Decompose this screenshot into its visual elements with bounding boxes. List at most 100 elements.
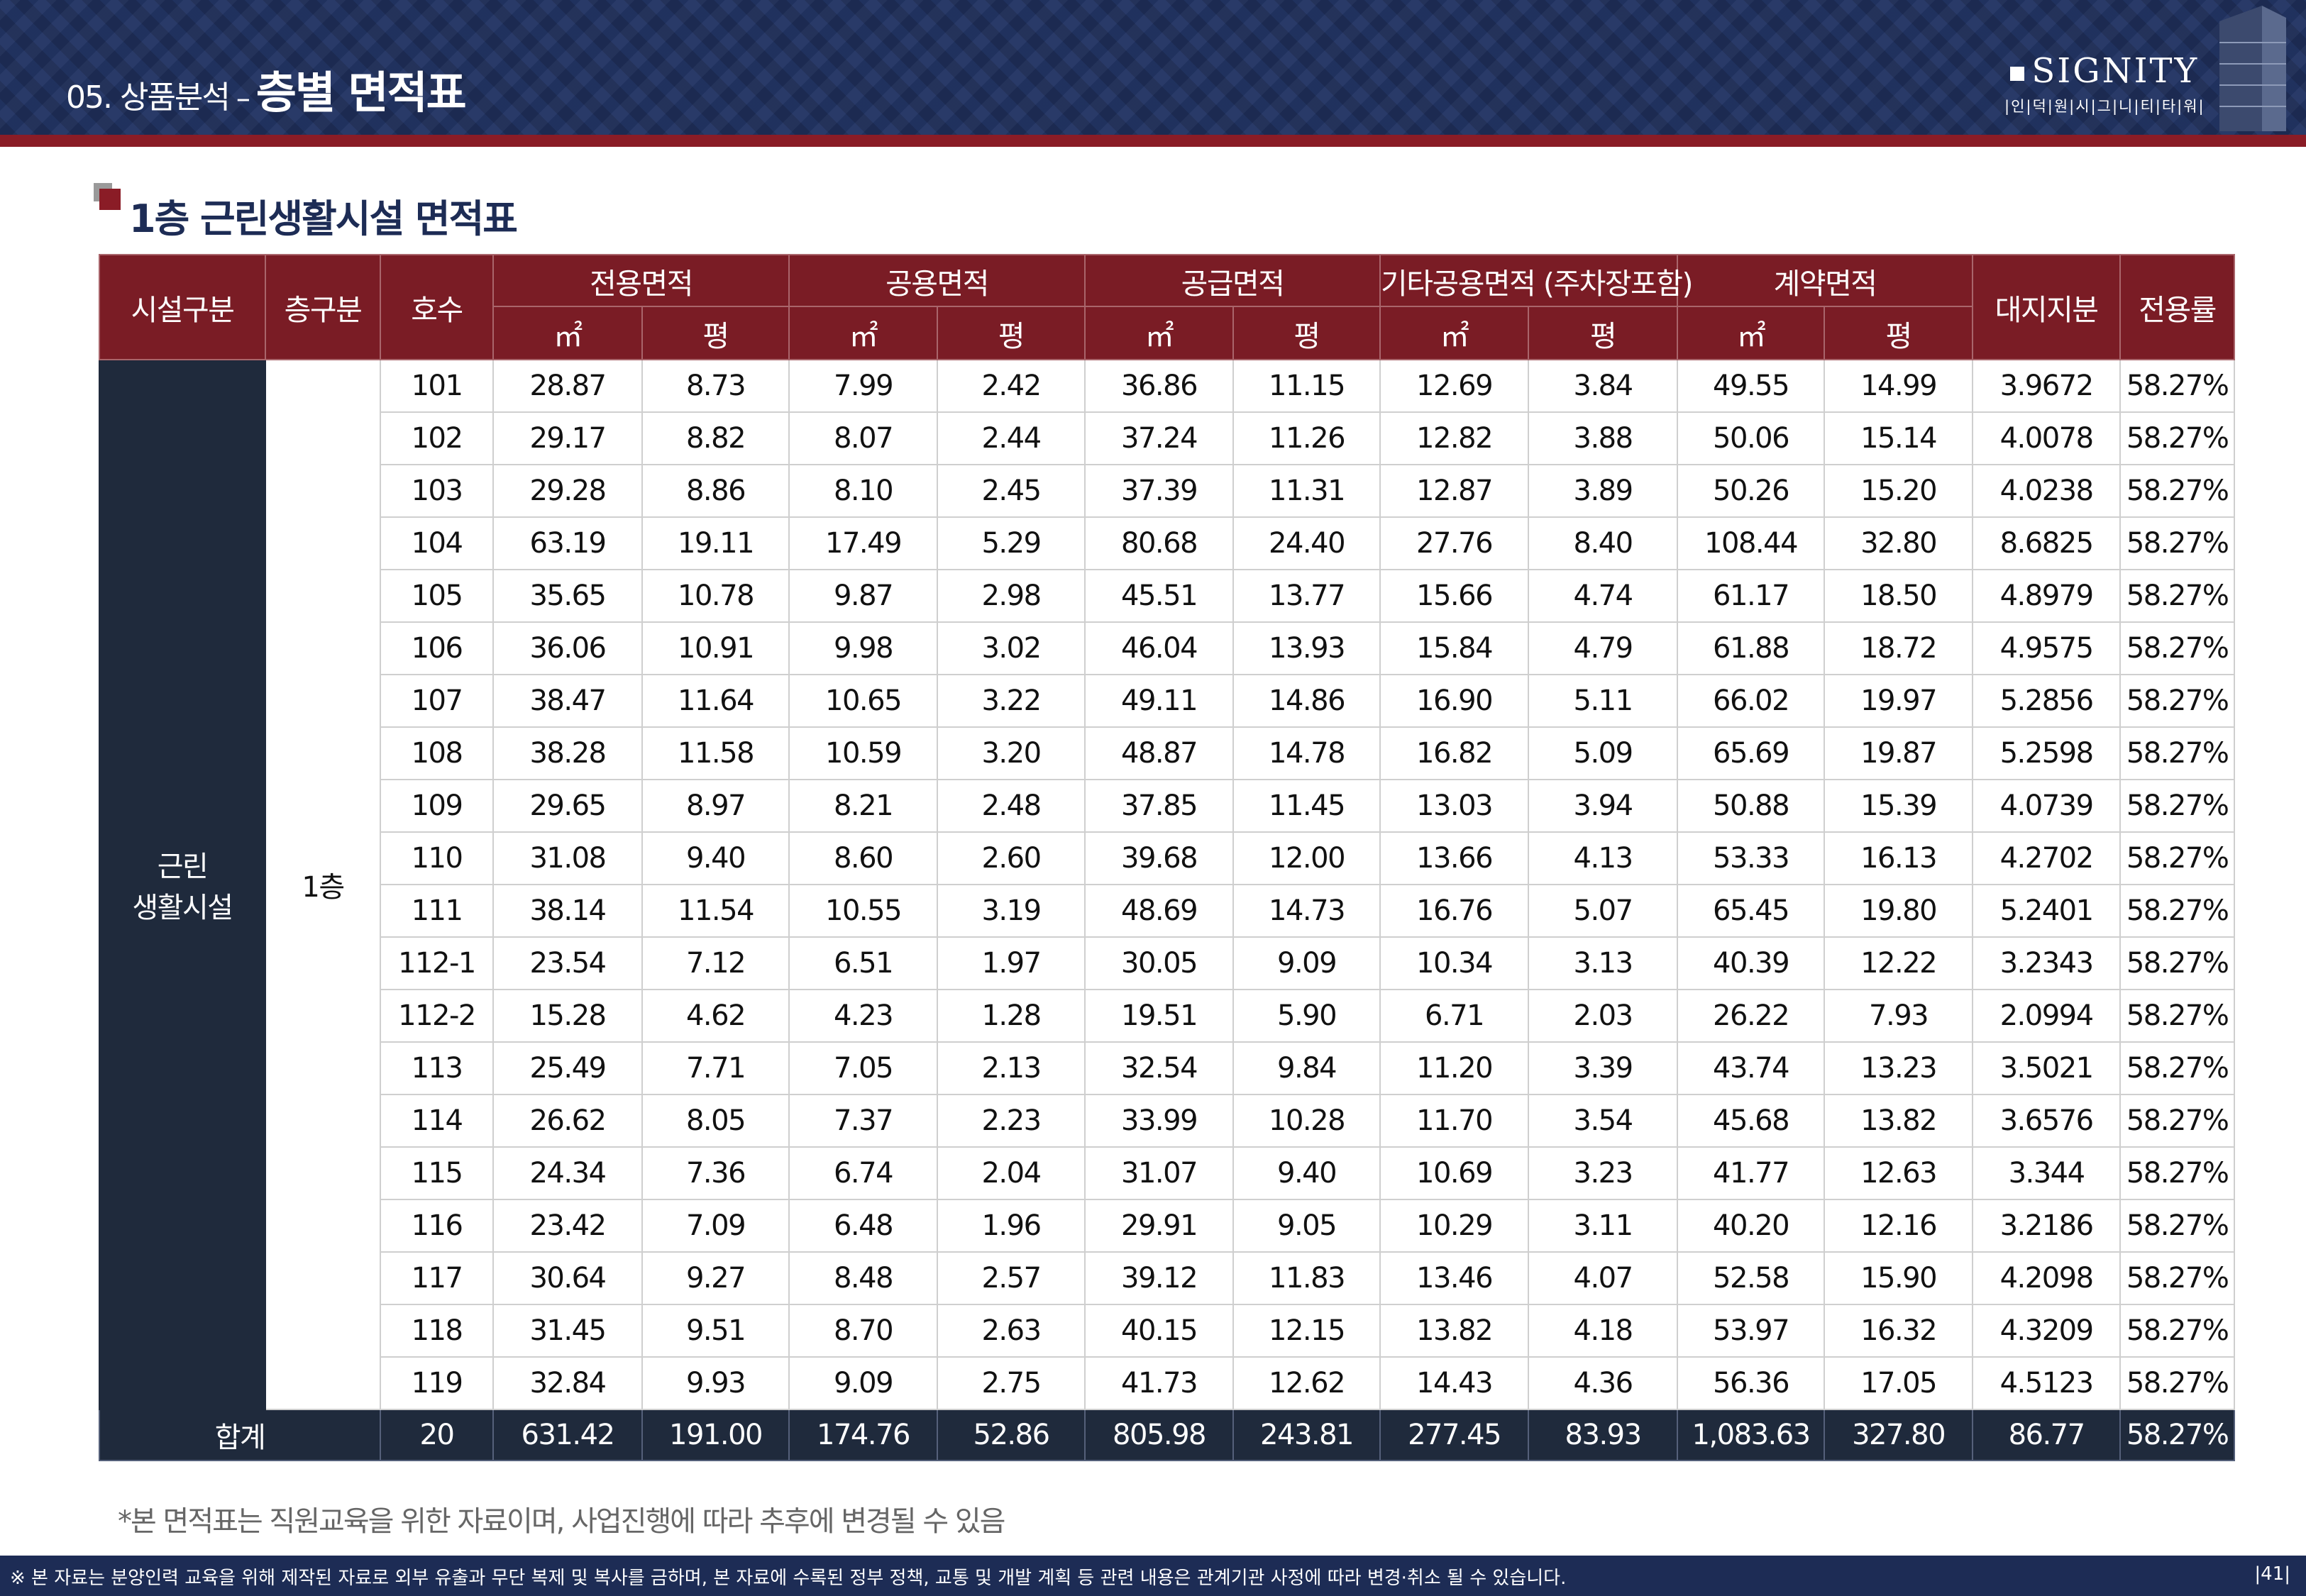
value-cell: 3.89	[1528, 464, 1679, 518]
value-cell: 23.42	[492, 1199, 643, 1253]
value-cell: 31.07	[1084, 1146, 1235, 1200]
value-cell: 7.36	[641, 1146, 790, 1200]
value-cell: 12.62	[1232, 1356, 1381, 1410]
value-cell: 12.00	[1232, 831, 1381, 885]
value-cell: 3.11	[1528, 1199, 1679, 1253]
value-cell: 4.36	[1528, 1356, 1679, 1410]
value-cell: 6.51	[788, 936, 939, 990]
header-band	[0, 0, 2306, 135]
logo-name: SIGNITY	[2004, 51, 2205, 91]
unit-cell: 111	[380, 884, 494, 938]
value-cell: 12.63	[1824, 1146, 1974, 1200]
value-cell: 11.64	[641, 674, 790, 728]
value-cell: 8.60	[788, 831, 939, 885]
value-cell: 5.09	[1528, 726, 1679, 780]
group-header: 기타공용면적 (주차장포함)	[1379, 254, 1694, 307]
value-cell: 3.13	[1528, 936, 1679, 990]
value-cell: 19.11	[641, 516, 790, 570]
value-cell: 10.55	[788, 884, 939, 938]
value-cell: 40.20	[1677, 1199, 1826, 1253]
value-cell: 8.05	[641, 1094, 790, 1148]
total-cell: 52.86	[937, 1409, 1086, 1461]
total-cell: 1,083.63	[1677, 1409, 1826, 1461]
value-cell: 4.8979	[1972, 569, 2122, 623]
data-row: 114 26.62 8.05 7.37 2.23 33.99 10.28 11.70 3.54 4…	[99, 1094, 2236, 1148]
unit-cell: 114	[380, 1094, 494, 1148]
value-cell: 4.23	[788, 989, 939, 1043]
value-cell: 5.2401	[1972, 884, 2122, 938]
value-cell: 9.40	[1232, 1146, 1381, 1200]
value-cell: 9.93	[641, 1356, 790, 1410]
unit-cell: 107	[380, 674, 494, 728]
value-cell: 49.55	[1677, 359, 1826, 413]
unit-cell: 101	[380, 359, 494, 413]
data-row: 119 32.84 9.93 9.09 2.75 41.73 12.62 14.43 4.36 5…	[99, 1356, 2236, 1410]
value-cell: 8.70	[788, 1304, 939, 1358]
value-cell: 18.50	[1824, 569, 1974, 623]
unit-cell: 115	[380, 1146, 494, 1200]
value-cell: 8.97	[641, 779, 790, 833]
value-cell: 9.51	[641, 1304, 790, 1358]
logo-text: SIGNITY	[2031, 51, 2200, 91]
value-cell: 13.23	[1824, 1041, 1974, 1095]
value-cell: 16.90	[1379, 674, 1530, 728]
value-cell: 2.75	[937, 1356, 1086, 1410]
value-cell: 3.20	[937, 726, 1086, 780]
value-cell: 18.72	[1824, 621, 1974, 675]
value-cell: 4.2098	[1972, 1251, 2122, 1305]
value-cell: 2.98	[937, 569, 1086, 623]
unit-cell: 103	[380, 464, 494, 518]
value-cell: 8.48	[788, 1251, 939, 1305]
unit-header: 평	[937, 306, 1086, 360]
value-cell: 10.29	[1379, 1199, 1530, 1253]
unit-cell: 113	[380, 1041, 494, 1095]
value-cell: 40.15	[1084, 1304, 1235, 1358]
value-cell: 32.54	[1084, 1041, 1235, 1095]
value-cell: 1.96	[937, 1199, 1086, 1253]
value-cell: 11.20	[1379, 1041, 1530, 1095]
value-cell: 15.84	[1379, 621, 1530, 675]
value-cell: 11.45	[1232, 779, 1381, 833]
data-row: 117 30.64 9.27 8.48 2.57 39.12 11.83 13.46 4.07 5…	[99, 1251, 2236, 1305]
value-cell: 7.71	[641, 1041, 790, 1095]
value-cell: 49.11	[1084, 674, 1235, 728]
value-cell: 6.48	[788, 1199, 939, 1253]
value-cell: 19.80	[1824, 884, 1974, 938]
value-cell: 38.14	[492, 884, 643, 938]
value-cell: 37.39	[1084, 464, 1235, 518]
value-cell: 58.27%	[2119, 464, 2236, 518]
value-cell: 3.88	[1528, 411, 1679, 465]
value-cell: 58.27%	[2119, 674, 2236, 728]
group-header: 공급면적	[1084, 254, 1381, 307]
value-cell: 4.13	[1528, 831, 1679, 885]
value-cell: 1.28	[937, 989, 1086, 1043]
total-row: 합계 20 631.42 191.00 174.76 52.86 805.98 243.81 2…	[99, 1409, 2236, 1461]
data-row: 103 29.28 8.86 8.10 2.45 37.39 11.31 12.87 3.89 5…	[99, 464, 2236, 518]
value-cell: 2.45	[937, 464, 1086, 518]
value-cell: 61.88	[1677, 621, 1826, 675]
floor-cell: 1층	[265, 359, 381, 1410]
value-cell: 26.22	[1677, 989, 1826, 1043]
value-cell: 61.17	[1677, 569, 1826, 623]
value-cell: 10.69	[1379, 1146, 1530, 1200]
value-cell: 3.22	[937, 674, 1086, 728]
value-cell: 3.2343	[1972, 936, 2122, 990]
value-cell: 5.11	[1528, 674, 1679, 728]
value-cell: 41.77	[1677, 1146, 1826, 1200]
value-cell: 15.66	[1379, 569, 1530, 623]
value-cell: 7.99	[788, 359, 939, 413]
value-cell: 12.69	[1379, 359, 1530, 413]
unit-cell: 108	[380, 726, 494, 780]
facility-line: 생활시설	[132, 892, 233, 924]
separator: –	[236, 82, 250, 115]
value-cell: 19.51	[1084, 989, 1235, 1043]
value-cell: 7.37	[788, 1094, 939, 1148]
data-row: 112-2 15.28 4.62 4.23 1.28 19.51 5.90 6.71 2.03 2…	[99, 989, 2236, 1043]
value-cell: 48.69	[1084, 884, 1235, 938]
data-row: 115 24.34 7.36 6.74 2.04 31.07 9.40 10.69 3.23 41…	[99, 1146, 2236, 1200]
value-cell: 14.99	[1824, 359, 1974, 413]
value-cell: 8.21	[788, 779, 939, 833]
value-cell: 58.27%	[2119, 1146, 2236, 1200]
value-cell: 5.07	[1528, 884, 1679, 938]
value-cell: 4.07	[1528, 1251, 1679, 1305]
